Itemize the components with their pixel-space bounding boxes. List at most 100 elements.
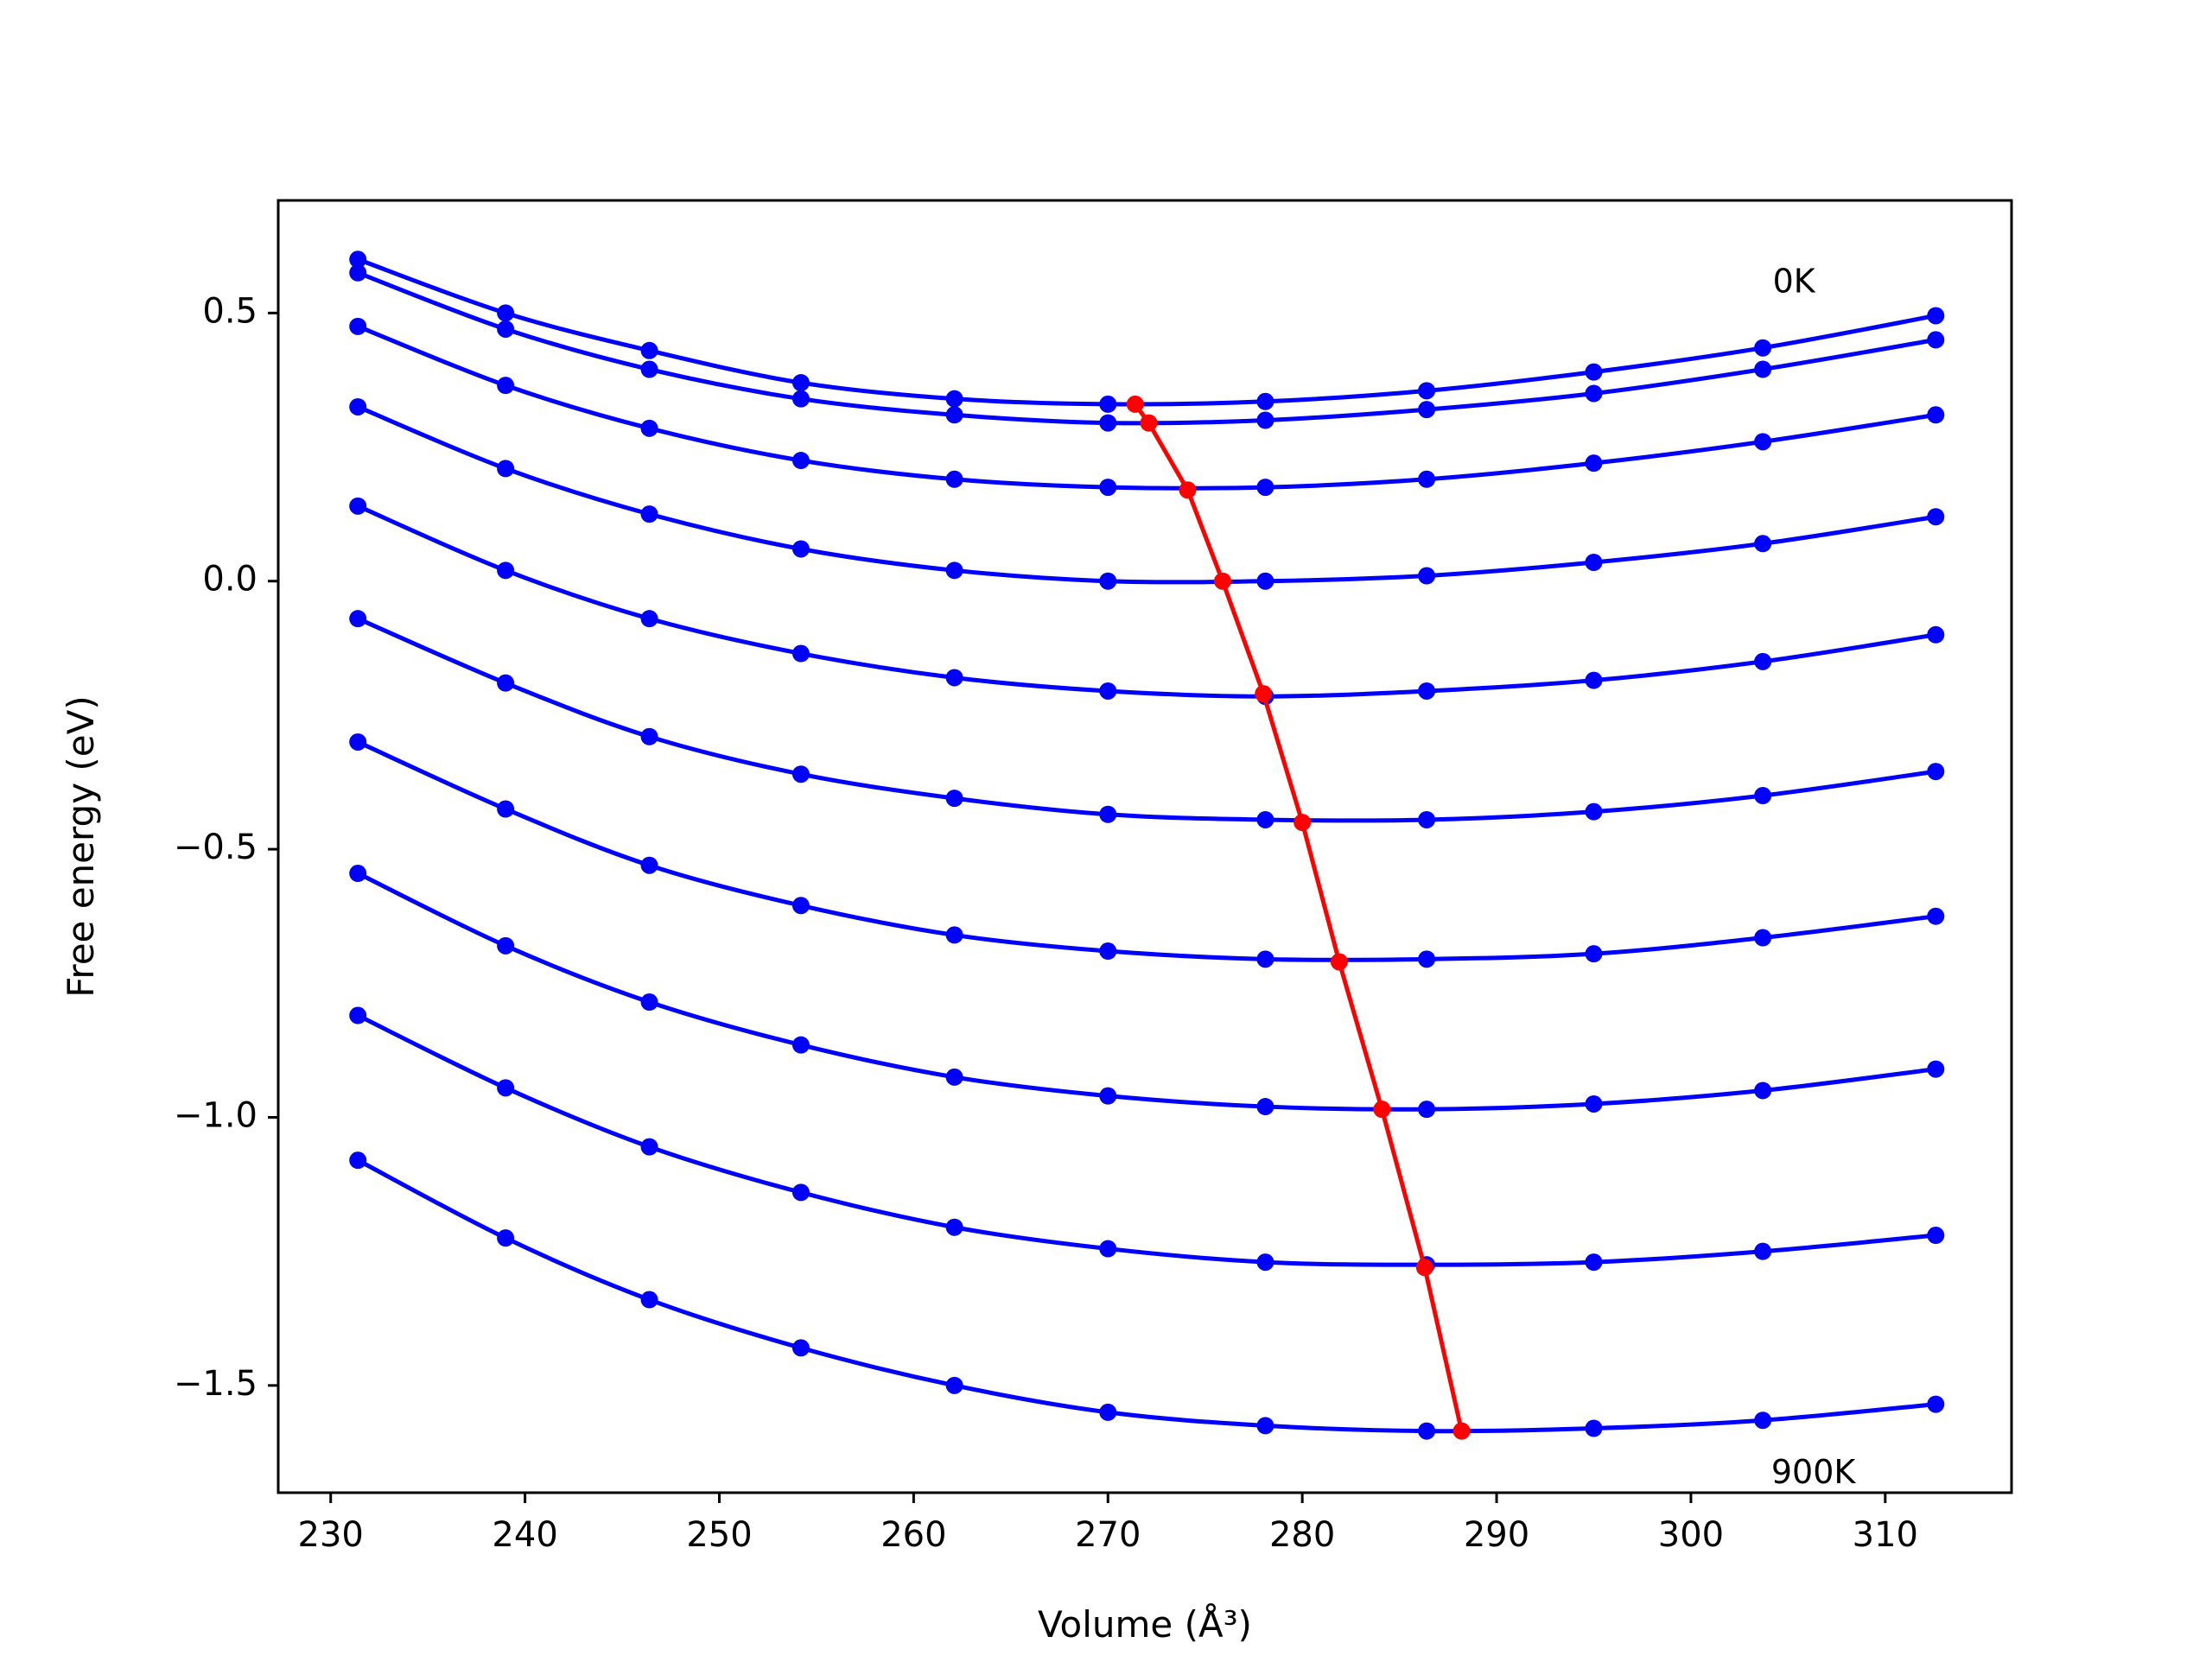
isotherm-point — [1754, 1082, 1772, 1100]
isotherm-point — [791, 374, 810, 392]
isotherm-point — [497, 561, 515, 580]
isotherm-series — [349, 865, 1945, 1119]
minimum-point — [1294, 814, 1312, 832]
isotherm-line — [357, 739, 1936, 962]
minimum-point — [1255, 685, 1273, 703]
isotherm-point — [497, 1079, 515, 1097]
isotherm-series — [349, 1151, 1945, 1440]
isotherm-point — [1099, 572, 1117, 590]
isotherm-point — [1754, 787, 1772, 805]
minimum-volume-series — [1126, 395, 1471, 1440]
x-tick-label: 290 — [1464, 1515, 1529, 1555]
isotherm-point — [1585, 802, 1603, 821]
isotherm-line — [357, 616, 1936, 823]
isotherm-point — [349, 263, 367, 282]
x-tick-label: 280 — [1269, 1515, 1335, 1555]
y-tick-label: −0.5 — [174, 828, 257, 867]
isotherm-point — [1585, 554, 1603, 572]
isotherm-point — [1256, 411, 1274, 429]
isotherm-point — [1585, 1419, 1603, 1437]
isotherm-point — [640, 1291, 658, 1309]
x-axis-label: Volume (Å³) — [1038, 1602, 1252, 1646]
y-tick-label: −1.5 — [174, 1364, 257, 1404]
isotherm-point — [640, 419, 658, 437]
isotherm-point — [349, 610, 367, 628]
isotherm-point — [1099, 805, 1117, 823]
minimum-point — [1179, 481, 1197, 499]
isotherm-point — [1585, 671, 1603, 689]
isotherm-point — [945, 926, 963, 944]
isotherm-point — [1585, 454, 1603, 473]
isotherm-point — [497, 674, 515, 692]
isotherm-point — [1256, 950, 1274, 968]
isotherm-point — [1754, 535, 1772, 553]
isotherm-point — [640, 727, 658, 745]
minimum-point — [1126, 395, 1144, 413]
isotherm-point — [640, 856, 658, 874]
isotherm-point — [1927, 1227, 1945, 1245]
x-tick-label: 240 — [492, 1515, 557, 1555]
isotherm-point — [1754, 360, 1772, 378]
isotherm-point — [1927, 1395, 1945, 1413]
isotherm-series — [349, 497, 1945, 706]
isotherm-series — [349, 610, 1945, 828]
isotherm-point — [1418, 567, 1436, 585]
isotherm-point — [1099, 479, 1117, 497]
isotherm-point — [791, 897, 810, 915]
isotherm-point — [497, 304, 515, 322]
isotherm-point — [1418, 1422, 1436, 1440]
isotherm-line — [357, 324, 1936, 491]
isotherm-series — [349, 263, 1945, 432]
isotherm-point — [1927, 763, 1945, 781]
minimum-point — [1213, 572, 1231, 590]
isotherm-point — [945, 790, 963, 808]
isotherm-point — [1418, 470, 1436, 488]
x-tick-label: 230 — [298, 1515, 364, 1555]
minimum-point — [1140, 414, 1158, 432]
isotherm-point — [791, 765, 810, 783]
isotherm-point — [1585, 384, 1603, 403]
isotherm-point — [791, 644, 810, 663]
minimum-point — [1452, 1422, 1471, 1440]
isotherm-point — [1754, 433, 1772, 451]
isotherm-point — [1585, 945, 1603, 963]
isotherm-point — [1585, 363, 1603, 381]
minimum-point — [1415, 1259, 1433, 1277]
isotherm-point — [640, 993, 658, 1012]
isotherm-line — [357, 270, 1936, 426]
isotherm-point — [1256, 392, 1274, 410]
isotherm-point — [1418, 950, 1436, 968]
minimum-line — [1133, 403, 1465, 1432]
isotherm-point — [1927, 307, 1945, 325]
isotherm-line — [357, 257, 1936, 407]
y-tick-label: 0.5 — [202, 291, 257, 331]
isotherm-point — [497, 320, 515, 338]
isotherm-point — [349, 251, 367, 269]
y-tick-label: 0.0 — [202, 560, 257, 599]
isotherm-point — [349, 397, 367, 416]
isotherm-point — [349, 733, 367, 751]
isotherm-point — [945, 390, 963, 408]
isotherm-point — [640, 610, 658, 628]
isotherm-point — [1256, 810, 1274, 828]
isotherm-point — [1585, 1094, 1603, 1113]
isotherm-point — [497, 800, 515, 818]
isotherm-point — [497, 936, 515, 955]
isotherm-series — [349, 317, 1945, 497]
isotherm-point — [1099, 414, 1117, 432]
temperature-annotation: 900K — [1771, 1453, 1857, 1491]
isotherm-point — [1418, 1101, 1436, 1119]
isotherm-line — [357, 504, 1936, 699]
isotherm-series — [349, 251, 1945, 413]
isotherm-point — [1099, 942, 1117, 961]
isotherm-point — [497, 377, 515, 395]
isotherm-point — [1099, 1403, 1117, 1421]
y-axis-label: Free energy (eV) — [60, 695, 102, 998]
isotherm-point — [640, 341, 658, 359]
isotherm-point — [1256, 1417, 1274, 1435]
isotherm-point — [945, 1218, 963, 1236]
isotherm-point — [349, 497, 367, 515]
isotherm-point — [349, 1151, 367, 1170]
